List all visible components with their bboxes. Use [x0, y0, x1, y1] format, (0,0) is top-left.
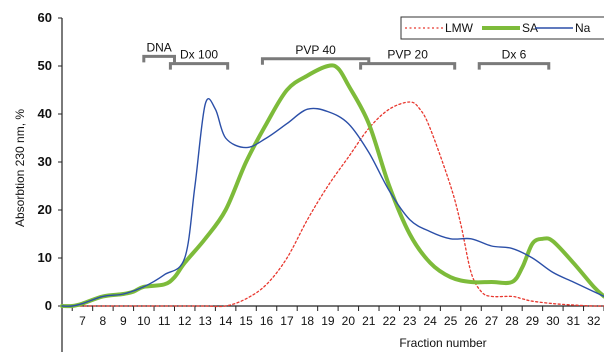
x-tick-label: 13 [198, 314, 212, 328]
x-tick-label: 8 [100, 314, 107, 328]
bracket-label-pvp-20: PVP 20 [387, 48, 428, 62]
x-tick-label: 26 [464, 314, 478, 328]
x-ticks: 7 8 9 10 11 12 13 14 15 16 17 18 19 20 21 22 23 24 25 26 27 2… [71, 306, 604, 328]
bracket-label-dx-100: Dx 100 [180, 48, 218, 62]
series-line-na [61, 98, 604, 307]
x-tick-label: 7 [79, 314, 86, 328]
x-tick-label: 12 [178, 314, 192, 328]
x-tick-label: 11 [158, 314, 171, 328]
y-tick-label: 60 [38, 10, 52, 25]
x-tick-label: 28 [505, 314, 519, 328]
x-tick-label: 27 [485, 314, 499, 328]
legend-label-lmw: LMW [445, 21, 474, 35]
fraction-brackets: DNA Dx 100 PVP 40 PVP 20 Dx 6 [142, 40, 551, 70]
x-tick-label: 19 [321, 314, 335, 328]
legend-label-na: Na [575, 21, 591, 35]
x-tick-label: 29 [526, 314, 540, 328]
x-tick-label: 9 [120, 314, 127, 328]
bracket-dx-100 [168, 62, 230, 70]
x-tick-label: 17 [280, 314, 294, 328]
x-tick-label: 16 [260, 314, 274, 328]
x-tick-label: 24 [423, 314, 437, 328]
x-tick-label: 14 [219, 314, 233, 328]
x-tick-label: 21 [362, 314, 376, 328]
bracket-label-pvp-40: PVP 40 [295, 43, 336, 57]
x-tick-label: 23 [403, 314, 417, 328]
legend-label-sa: SA [522, 21, 538, 35]
x-tick-label: 10 [137, 314, 151, 328]
x-tick-label: 25 [444, 314, 458, 328]
bracket-dna [142, 54, 176, 63]
bracket-pvp-40 [260, 57, 371, 65]
bracket-label-dx-6: Dx 6 [502, 48, 527, 62]
legend: LMW SA Na [400, 16, 604, 40]
y-tick-label: 10 [38, 250, 52, 265]
y-tick-label: 50 [38, 58, 52, 73]
y-axis-label: Absorbtion 230 nm, % [13, 109, 27, 227]
data-series [60, 63, 604, 309]
y-tick-label: 30 [38, 154, 52, 169]
x-tick-label: 20 [342, 314, 356, 328]
y-tick-label: 40 [38, 106, 52, 121]
x-tick-label: 22 [383, 314, 397, 328]
x-tick-label: 18 [301, 314, 315, 328]
bracket-label-dna: DNA [146, 40, 171, 54]
x-tick-label: 32 [587, 314, 601, 328]
y-tick-label: 20 [38, 202, 52, 217]
series-line-sa [60, 63, 604, 309]
y-tick-label: 0 [45, 298, 52, 313]
bracket-dx-6 [477, 62, 551, 70]
x-tick-label: 15 [239, 314, 253, 328]
axes [61, 18, 604, 352]
x-tick-label: 31 [567, 314, 581, 328]
bracket-pvp-20 [359, 62, 457, 70]
y-ticks: 0 10 20 30 40 50 60 [38, 10, 62, 313]
x-tick-label: 30 [546, 314, 560, 328]
series-line-lmw [61, 101, 604, 308]
x-axis-label: Fraction number [399, 336, 486, 350]
